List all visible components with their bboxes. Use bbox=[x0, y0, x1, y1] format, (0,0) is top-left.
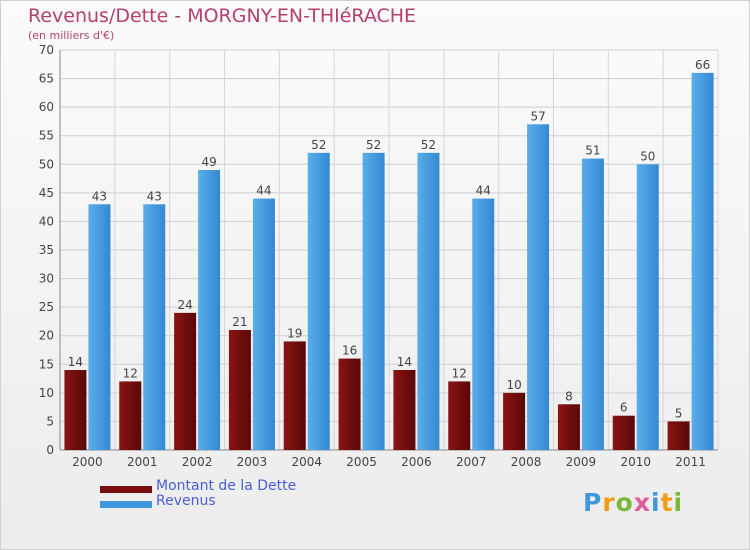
data-label-dette: 12 bbox=[452, 366, 467, 380]
data-label-revenus: 44 bbox=[256, 184, 271, 198]
logo-letter: o bbox=[615, 488, 634, 517]
bar-dette bbox=[393, 370, 416, 450]
chart-subtitle: (en milliers d'€) bbox=[28, 29, 115, 42]
y-tick-label: 50 bbox=[39, 157, 54, 171]
y-tick-label: 70 bbox=[39, 43, 54, 57]
y-tick-label: 25 bbox=[39, 300, 54, 314]
bar-revenus bbox=[636, 164, 659, 451]
data-label-revenus: 43 bbox=[147, 189, 162, 203]
data-label-dette: 16 bbox=[342, 344, 357, 358]
x-tick-label: 2000 bbox=[72, 455, 103, 469]
x-tick-label: 2004 bbox=[291, 455, 322, 469]
y-tick-label: 20 bbox=[39, 329, 54, 343]
bar-dette bbox=[503, 392, 526, 450]
data-label-revenus: 51 bbox=[585, 144, 600, 158]
bar-revenus bbox=[143, 204, 166, 450]
data-label-revenus: 44 bbox=[476, 184, 491, 198]
axes bbox=[59, 50, 718, 451]
data-label-dette: 14 bbox=[397, 355, 412, 369]
bar-dette bbox=[283, 341, 306, 450]
y-tick-label: 65 bbox=[39, 72, 54, 86]
bar-dette bbox=[612, 415, 635, 450]
data-label-dette: 8 bbox=[565, 389, 573, 403]
y-tick-label: 0 bbox=[46, 443, 54, 457]
bar-dette bbox=[448, 381, 471, 450]
bar-dette bbox=[667, 421, 690, 450]
logo-letter: x bbox=[633, 488, 651, 517]
logo-letter: i bbox=[651, 488, 661, 517]
bar-revenus bbox=[691, 72, 714, 450]
y-tick-label: 5 bbox=[46, 414, 54, 428]
bar-revenus bbox=[581, 158, 604, 451]
data-label-dette: 19 bbox=[287, 326, 302, 340]
bar-dette bbox=[228, 330, 251, 450]
y-tick-label: 45 bbox=[39, 186, 54, 200]
data-label-revenus: 57 bbox=[530, 109, 545, 123]
data-label-revenus: 52 bbox=[311, 138, 326, 152]
y-tick-label: 40 bbox=[39, 214, 54, 228]
x-tick-label: 2001 bbox=[127, 455, 158, 469]
legend-label-revenus: Revenus bbox=[156, 493, 216, 509]
bar-dette bbox=[338, 358, 361, 450]
bar-revenus bbox=[88, 204, 111, 450]
data-label-dette: 21 bbox=[232, 315, 247, 329]
data-label-revenus: 52 bbox=[421, 138, 436, 152]
bar-dette bbox=[119, 381, 142, 450]
bar-revenus bbox=[252, 198, 275, 450]
x-tick-label: 2009 bbox=[566, 455, 597, 469]
bars bbox=[64, 72, 714, 451]
y-tick-label: 10 bbox=[39, 386, 54, 400]
legend-label-dette: Montant de la Dette bbox=[156, 478, 297, 494]
x-tick-label: 2010 bbox=[620, 455, 651, 469]
logo-letter: t bbox=[660, 488, 674, 517]
bar-dette bbox=[174, 312, 197, 450]
data-label-dette: 10 bbox=[506, 378, 521, 392]
data-label-dette: 12 bbox=[123, 366, 138, 380]
y-tick-label: 15 bbox=[39, 357, 54, 371]
data-label-revenus: 49 bbox=[201, 155, 216, 169]
logo-letter: P bbox=[583, 488, 603, 517]
bar-revenus bbox=[527, 124, 550, 451]
data-label-revenus: 43 bbox=[92, 189, 107, 203]
proxiti-logo: Proxiti bbox=[583, 488, 683, 517]
y-tick-label: 60 bbox=[39, 100, 54, 114]
logo-letter: r bbox=[602, 488, 616, 517]
x-tick-label: 2002 bbox=[182, 455, 213, 469]
legend-swatch-revenus bbox=[100, 501, 152, 508]
data-label-revenus: 52 bbox=[366, 138, 381, 152]
x-tick-label: 2003 bbox=[237, 455, 268, 469]
y-tick-label: 55 bbox=[39, 129, 54, 143]
data-label-revenus: 66 bbox=[695, 58, 710, 72]
chart-title: Revenus/Dette - MORGNY-EN-THIéRACHE bbox=[28, 5, 417, 27]
data-label-dette: 6 bbox=[620, 401, 628, 415]
bar-revenus bbox=[472, 198, 495, 450]
data-label-dette: 5 bbox=[675, 406, 683, 420]
y-tick-label: 30 bbox=[39, 272, 54, 286]
x-tick-label: 2006 bbox=[401, 455, 432, 469]
x-tick-label: 2011 bbox=[675, 455, 706, 469]
bar-revenus bbox=[307, 152, 330, 450]
legend-swatch-dette bbox=[100, 486, 152, 493]
logo-letter: i bbox=[673, 488, 684, 517]
bar-revenus bbox=[198, 170, 221, 450]
bar-revenus bbox=[362, 152, 385, 450]
y-tick-label: 35 bbox=[39, 243, 54, 257]
bar-dette bbox=[557, 404, 580, 450]
x-tick-label: 2008 bbox=[511, 455, 542, 469]
data-label-dette: 14 bbox=[68, 355, 83, 369]
data-label-dette: 24 bbox=[177, 298, 192, 312]
x-tick-label: 2007 bbox=[456, 455, 487, 469]
bar-revenus bbox=[417, 152, 440, 450]
data-label-revenus: 50 bbox=[640, 149, 655, 163]
x-tick-label: 2005 bbox=[346, 455, 377, 469]
bar-dette bbox=[64, 370, 87, 450]
labels: 0510152025303540455055606570144320001243… bbox=[39, 43, 711, 469]
